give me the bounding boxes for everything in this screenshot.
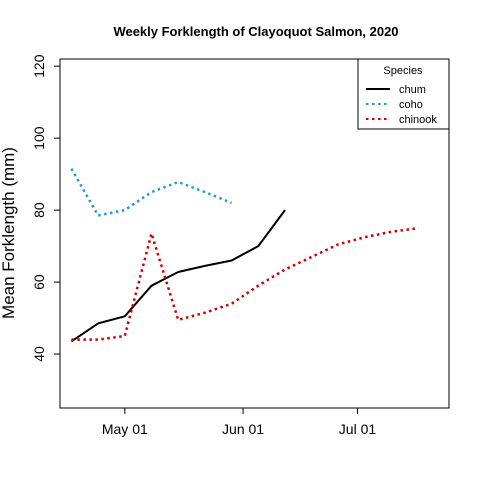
- series-layer: [70, 168, 419, 343]
- legend-box: [357, 58, 450, 130]
- x-tick-label: Jun 01: [222, 421, 264, 437]
- y-axis-label: Mean Forklength (mm): [0, 147, 18, 319]
- series-line-coho: [70, 168, 233, 217]
- y-tick-label: 100: [31, 126, 47, 150]
- series-line-chum: [70, 209, 286, 343]
- legend-label-chum: chum: [399, 84, 426, 96]
- y-tick-label: 40: [31, 346, 47, 362]
- plot-frame: [59, 58, 450, 409]
- legend-title: Species: [383, 65, 423, 77]
- y-tick-label: 80: [31, 202, 47, 218]
- legend-label-coho: coho: [399, 99, 423, 111]
- series-line-chinook: [71, 226, 419, 341]
- y-tick-label: 60: [31, 274, 47, 290]
- x-tick-label: May 01: [102, 421, 148, 437]
- x-tick-label: Jul 01: [339, 421, 377, 437]
- legend-label-chinook: chinook: [399, 114, 437, 126]
- axes: 40 60 80 100 120 May 01 Jun 01 Jul 01: [31, 54, 376, 437]
- legend: Species chum coho chinook: [357, 58, 450, 130]
- y-tick-label: 120: [31, 54, 47, 78]
- chart-title: Weekly Forklength of Clayoquot Salmon, 2…: [113, 24, 398, 39]
